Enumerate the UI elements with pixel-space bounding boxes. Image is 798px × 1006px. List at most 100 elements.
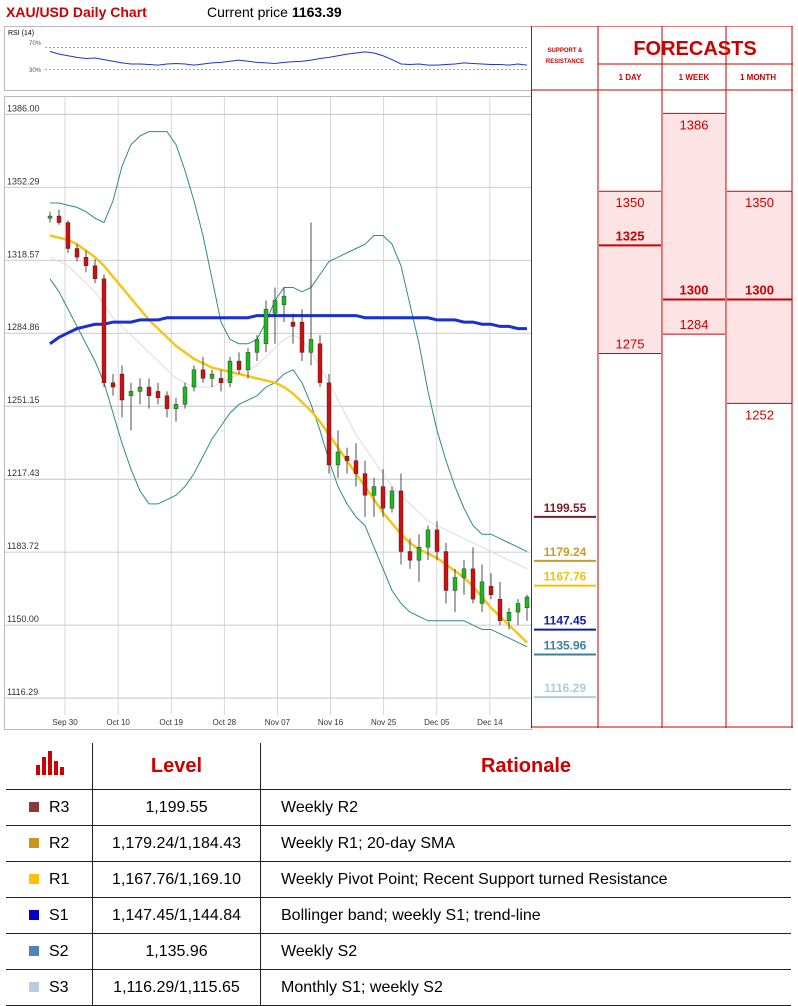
candle-body: [524, 596, 530, 608]
candle-body: [281, 295, 287, 305]
candle-body: [101, 278, 107, 383]
level-value: 1,135.96: [92, 933, 261, 970]
level-header: Level: [92, 743, 261, 790]
x-tick-label: Oct 19: [159, 718, 183, 727]
y-tick-label: 1284.86: [7, 322, 40, 332]
level-rationale: Monthly S1; weekly S2: [260, 969, 791, 1006]
candle-body: [128, 391, 134, 396]
y-tick-label: 1116.29: [7, 687, 38, 697]
color-swatch: [29, 838, 39, 849]
col-1week-header: 1 WEEK: [679, 73, 710, 82]
bollinger-lower: [49, 278, 528, 648]
forecast-value: 1284: [680, 317, 709, 332]
sr-level-label: 1167.76: [544, 570, 587, 584]
x-tick-label: Nov 25: [371, 718, 397, 727]
candle-body: [164, 395, 170, 409]
candle-body: [83, 256, 89, 267]
table-row: S3 1,116.29/1,115.65 Monthly S1; weekly S2: [6, 969, 791, 1006]
table-row: S2 1,135.96 Weekly S2: [6, 933, 791, 970]
candle-body: [380, 486, 386, 509]
current-price: Current price 1163.39: [207, 4, 342, 20]
forecast-value: 1275: [616, 337, 645, 352]
level-rationale: Bollinger band; weekly S1; trend-line: [260, 897, 791, 934]
forecasts-title: FORECASTS: [633, 38, 756, 60]
sr-level-label: 1179.24: [544, 545, 587, 559]
candle-body: [344, 456, 350, 461]
forecast-value: 1300: [680, 282, 709, 297]
forecast-value: 1350: [616, 195, 645, 210]
candle-body: [398, 490, 404, 552]
candle-body: [488, 585, 494, 596]
candle-body: [200, 369, 206, 379]
table-header: Level Rationale: [6, 743, 791, 790]
color-swatch: [29, 982, 39, 993]
table-row: R1 1,167.76/1,169.10 Weekly Pivot Point; R…: [6, 861, 791, 898]
candle-body: [290, 321, 296, 327]
rationale-header: Rationale: [260, 743, 791, 790]
candle-body: [353, 460, 359, 474]
rsi-level-high: 70%: [29, 41, 42, 47]
candle-body: [191, 369, 197, 388]
level-rationale: Weekly R2: [260, 789, 791, 826]
y-tick-label: 1386.00: [7, 103, 40, 113]
level-name: S1: [49, 906, 69, 924]
level-value: 1,147.45/1,144.84: [92, 897, 261, 934]
forecast-value: 1350: [745, 195, 774, 210]
candle-body: [497, 598, 503, 621]
forecast-grid: SUPPORT & RESISTANCE FORECASTS 1 DAY 1 WEEK 1…: [532, 25, 793, 728]
forecast-value: 1300: [745, 282, 774, 297]
level-name: R3: [49, 798, 70, 816]
candle-body: [182, 386, 188, 405]
y-tick-label: 1183.72: [7, 541, 39, 551]
price-plot: 1386.00 1352.29 1318.57 1284.86 1251.15 1217.…: [5, 97, 531, 727]
sr-header: SUPPORT &: [547, 48, 583, 54]
candle-body: [110, 382, 116, 388]
forecast-zone: [663, 113, 726, 335]
candle-body: [272, 300, 278, 314]
y-tick-label: 1217.43: [7, 468, 40, 478]
candle-body: [254, 339, 260, 353]
level-value: 1,116.29/1,115.65: [92, 969, 261, 1006]
forecast-zone: [727, 191, 793, 404]
candle-body: [470, 568, 476, 600]
candle-body: [74, 248, 80, 258]
rsi-level-low: 30%: [29, 68, 42, 74]
candle-body: [245, 352, 251, 370]
col-1day-header: 1 DAY: [619, 73, 642, 82]
level-name: S2: [49, 942, 69, 960]
candle-body: [47, 215, 53, 219]
candle-body: [317, 343, 323, 383]
forecast-value: 1252: [745, 407, 774, 422]
candle-body: [461, 568, 467, 578]
forecast-value: 1386: [680, 117, 709, 132]
y-tick-label: 1251.15: [7, 395, 40, 405]
candle-body: [119, 373, 125, 401]
level-rationale: Weekly S2: [260, 933, 791, 970]
x-tick-label: Dec 14: [477, 718, 503, 727]
candle-body: [362, 473, 368, 496]
candle-body: [209, 373, 215, 379]
bar-chart-icon: [6, 743, 93, 790]
color-swatch: [29, 874, 39, 885]
candle-body: [65, 222, 71, 249]
level-value: 1,199.55: [92, 789, 261, 826]
candle-body: [443, 551, 449, 591]
candle-body: [416, 546, 422, 561]
x-tick-label: Dec 05: [424, 718, 450, 727]
candle-body: [173, 404, 179, 409]
candle-body: [479, 581, 485, 604]
candle-body: [263, 308, 269, 344]
forecast-value: 1325: [616, 228, 645, 243]
sma-grey-line: [49, 256, 528, 570]
candle-body: [515, 603, 521, 613]
y-tick-label: 1352.29: [7, 176, 40, 186]
sma-blue-line: [49, 314, 527, 345]
candle-body: [137, 386, 143, 392]
table-row: R2 1,179.24/1,184.43 Weekly R1; 20-day SMA: [6, 825, 791, 862]
rsi-plot: [45, 47, 528, 70]
color-swatch: [29, 946, 39, 957]
candle-body: [371, 486, 377, 496]
y-tick-label: 1150.00: [7, 614, 39, 624]
sr-level-label: 1199.55: [544, 501, 587, 515]
level-name: R1: [49, 870, 70, 888]
